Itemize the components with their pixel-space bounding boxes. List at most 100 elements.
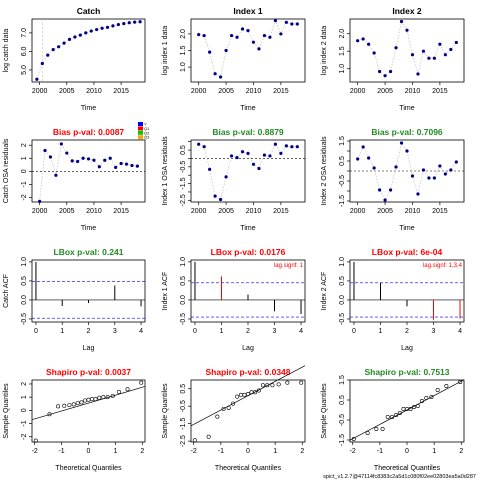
qq-point: [412, 404, 417, 409]
x-tick-label: 2005: [59, 208, 75, 215]
data-point: [257, 166, 261, 171]
data-point: [57, 45, 61, 49]
data-point: [130, 163, 134, 168]
data-point: [405, 149, 409, 153]
data-point: [240, 27, 245, 31]
panel-title: Index 1: [233, 6, 263, 16]
x-tick-label: 1: [273, 448, 277, 455]
panel-index1-qq: Shapiro p-val: 0.0348 Theoretical Quantil…: [162, 365, 306, 472]
data-point: [421, 49, 426, 53]
data-point: [388, 69, 393, 74]
data-point: [76, 159, 80, 164]
x-tick-label: 2015: [432, 208, 448, 215]
y-tick-label: 1.0: [180, 62, 187, 72]
data-point: [197, 32, 201, 37]
x-tick-label: 3: [432, 328, 436, 335]
x-tick-label: 2005: [59, 88, 75, 95]
y-tick-label: 1.5: [339, 46, 346, 56]
x-tick-label: 2005: [218, 208, 234, 215]
data-point: [454, 40, 458, 45]
data-point: [295, 22, 299, 26]
qq-point: [101, 395, 106, 400]
qq-point: [365, 430, 370, 435]
y-axis-label: Sample Quantiles: [162, 383, 169, 439]
qq-point: [235, 394, 240, 399]
qq-reference-line: [31, 386, 146, 421]
y-axis-label: log index 2 data: [321, 26, 328, 76]
y-tick-label: 1.5: [180, 46, 187, 56]
data-point: [361, 37, 365, 41]
data-point: [367, 156, 371, 160]
data-point: [367, 42, 371, 46]
legend-label: Y: [144, 122, 147, 127]
y-tick-label: -2: [21, 194, 28, 200]
y-tick-label: 1.5: [339, 375, 346, 385]
y-tick-label: -1.5: [180, 177, 187, 189]
data-point: [108, 156, 112, 160]
data-point: [399, 141, 404, 145]
data-point: [279, 151, 283, 156]
qq-point: [75, 401, 80, 406]
data-point: [224, 175, 228, 179]
x-axis-label: Theoretical Quantiles: [374, 465, 441, 472]
y-axis-label: log catch data: [3, 29, 10, 73]
y-tick-label: -2.5: [180, 435, 187, 447]
x-tick-label: 2000: [32, 208, 48, 215]
x-tick-label: 2: [246, 328, 250, 335]
panel-catch-osa: Bias p-val: 0.0087 Time Catch OSA residual…: [3, 122, 150, 233]
x-tick-label: 2: [300, 448, 304, 455]
qq-point: [276, 382, 281, 387]
data-point: [127, 21, 131, 25]
data-point: [54, 173, 58, 177]
data-point: [251, 40, 256, 44]
data-point: [427, 176, 431, 180]
qq-point: [458, 379, 463, 384]
qq-point: [285, 380, 290, 385]
qq-point: [380, 426, 385, 431]
data-point: [103, 158, 107, 162]
y-axis-label: Index 2 ACF: [321, 272, 328, 311]
data-point: [273, 19, 278, 23]
significant-lags-label: lag.signf: 1,3,4: [423, 263, 463, 269]
y-tick-label: 1.5: [339, 136, 346, 146]
data-point: [449, 47, 453, 52]
y-tick-label: -2.5: [180, 194, 187, 206]
y-axis-label: Index 1 OSA residuals: [162, 136, 169, 206]
y-tick-label: -0.5: [339, 414, 346, 426]
data-point: [100, 26, 104, 30]
data-point: [356, 39, 360, 43]
plot-frame: [349, 18, 465, 83]
y-axis-label: Index 1 ACF: [162, 272, 169, 311]
data-point: [119, 161, 123, 166]
qq-point: [110, 393, 115, 398]
data-point: [46, 53, 50, 57]
data-point: [70, 159, 74, 163]
x-tick-label: 2010: [86, 208, 102, 215]
x-axis-label: Time: [81, 225, 96, 232]
qq-point: [253, 390, 258, 395]
qq-point: [424, 395, 429, 400]
x-axis-label: Time: [240, 225, 255, 232]
x-tick-label: 0: [405, 448, 409, 455]
qq-point: [435, 387, 440, 392]
x-tick-label: -2: [191, 448, 197, 455]
y-tick-label: 1.0: [21, 257, 28, 267]
qq-point: [390, 414, 395, 419]
x-tick-label: 2015: [113, 208, 129, 215]
legend-label: Q1: [144, 126, 150, 131]
y-tick-label: -0.5: [180, 400, 187, 412]
x-tick-label: 2015: [113, 88, 129, 95]
data-point: [235, 155, 239, 160]
data-point: [257, 47, 261, 51]
data-point: [138, 20, 142, 24]
data-point: [92, 158, 96, 162]
data-point: [89, 29, 93, 33]
y-tick-label: 0.0: [339, 295, 346, 305]
qq-point: [67, 403, 72, 408]
data-point: [454, 160, 458, 164]
panel-index2-osa: Bias p-val: 0.7096 Time Index 2 OSA residu…: [321, 127, 465, 232]
y-tick-label: -1: [21, 181, 28, 187]
x-tick-label: 2015: [273, 88, 289, 95]
qq-point: [385, 414, 390, 419]
panel-title: Shapiro p-val: 0.0348: [205, 367, 290, 377]
